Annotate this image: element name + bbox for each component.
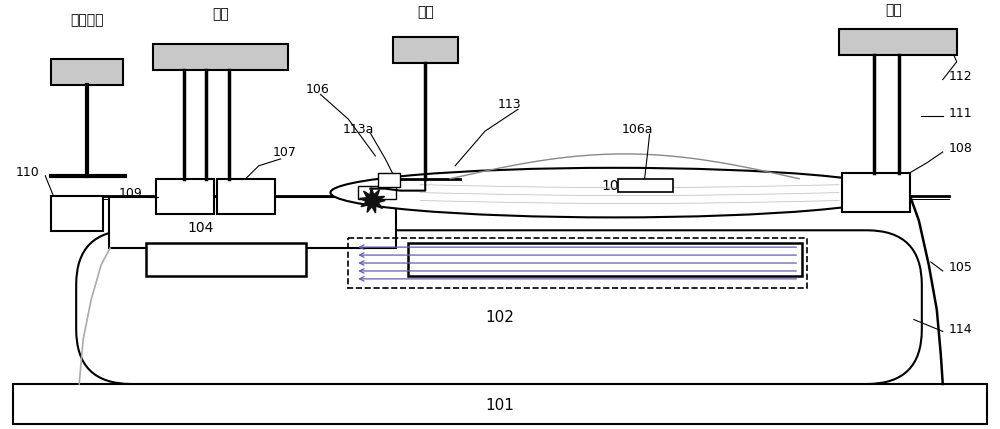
Text: 113: 113	[498, 98, 522, 111]
Text: 114: 114	[949, 323, 972, 336]
FancyBboxPatch shape	[76, 230, 922, 384]
Text: 衆底电极: 衆底电极	[70, 13, 104, 27]
Text: 109: 109	[119, 187, 143, 200]
Bar	[13, 384, 987, 424]
Text: 106a: 106a	[622, 123, 653, 136]
Text: 106: 106	[306, 83, 329, 96]
Bar	[348, 238, 807, 288]
Bar	[358, 186, 396, 199]
Text: 113a: 113a	[342, 123, 374, 136]
Text: N+: N+	[236, 190, 256, 203]
Bar	[618, 179, 673, 192]
Bar	[51, 196, 103, 231]
Bar	[146, 243, 306, 276]
Bar	[408, 243, 802, 276]
Text: 110: 110	[15, 166, 39, 179]
Bar	[378, 173, 400, 187]
Text: 漏极: 漏极	[886, 3, 902, 17]
Text: P+: P+	[68, 207, 86, 220]
Bar	[839, 29, 957, 55]
Bar	[393, 37, 458, 63]
Text: 101: 101	[486, 398, 514, 413]
Text: 103: 103	[601, 178, 628, 193]
Text: 107: 107	[273, 146, 297, 160]
Bar	[217, 179, 275, 214]
Text: PTOP: PTOP	[584, 253, 626, 267]
Text: 源极: 源极	[212, 7, 229, 21]
Text: 102: 102	[486, 310, 514, 325]
Text: 108: 108	[949, 142, 973, 155]
Text: 栊极: 栊极	[417, 5, 434, 19]
Bar	[109, 196, 396, 248]
Text: 111: 111	[949, 107, 972, 120]
Text: 112: 112	[949, 70, 972, 83]
Text: 104: 104	[188, 221, 214, 235]
Text: PTOP: PTOP	[205, 253, 247, 267]
Bar	[842, 173, 910, 212]
Text: P+: P+	[176, 190, 194, 203]
Text: N+: N+	[866, 186, 886, 199]
Bar	[153, 44, 288, 69]
Text: 105: 105	[949, 261, 973, 275]
Bar	[156, 179, 214, 214]
Ellipse shape	[330, 168, 899, 218]
Bar	[51, 59, 123, 85]
Polygon shape	[360, 188, 385, 213]
